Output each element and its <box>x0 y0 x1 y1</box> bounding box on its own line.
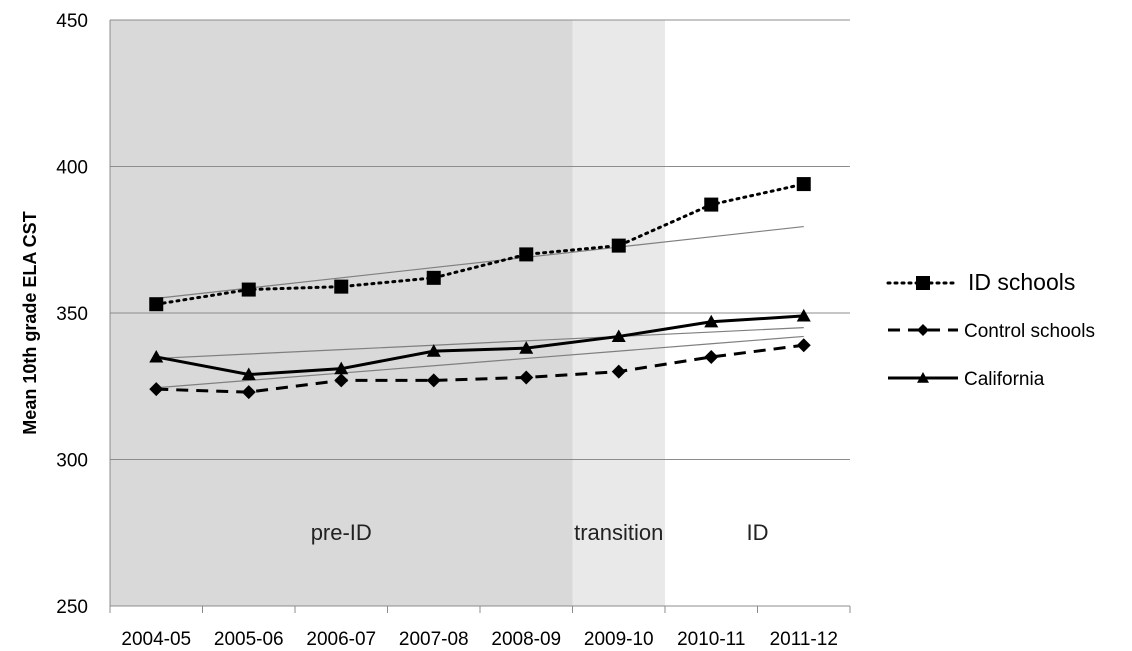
series-line <box>154 182 806 306</box>
x-tick-label: 2006-07 <box>306 629 376 650</box>
data-point <box>519 341 534 354</box>
series-line <box>156 343 804 394</box>
data-point <box>334 373 349 388</box>
legend-marker <box>916 276 930 290</box>
data-point <box>241 282 256 297</box>
region-label: ID <box>747 520 769 545</box>
legend-label: California <box>964 369 1045 390</box>
data-point <box>149 297 164 312</box>
data-point <box>426 270 441 285</box>
y-axis-title: Mean 10th grade ELA CST <box>20 211 40 434</box>
legend-item: California <box>888 369 1045 390</box>
data-point <box>334 279 349 294</box>
legend-marker <box>917 372 929 383</box>
data-point <box>334 361 349 375</box>
series-california <box>149 308 811 381</box>
legend-label: Control schools <box>964 321 1095 342</box>
x-tick-label: 2010-11 <box>677 629 745 650</box>
data-point <box>519 370 534 385</box>
x-tick-label: 2009-10 <box>584 629 654 650</box>
legend-item: ID schools <box>886 269 1075 295</box>
y-tick-label: 400 <box>56 158 88 179</box>
series-id-schools <box>149 177 811 312</box>
data-point <box>796 308 811 322</box>
trendline <box>156 225 804 299</box>
trendline <box>156 335 804 389</box>
region-label: transition <box>574 520 663 545</box>
data-point <box>704 314 719 328</box>
y-tick-label: 250 <box>56 597 88 618</box>
data-point <box>426 344 441 357</box>
x-tick-label: 2008-09 <box>491 629 561 650</box>
y-tick-label: 350 <box>56 304 88 325</box>
data-point <box>426 373 441 388</box>
region-label: pre-ID <box>311 520 372 545</box>
data-point <box>241 367 256 381</box>
data-point <box>241 385 256 400</box>
data-point <box>796 338 811 353</box>
data-point <box>149 382 164 397</box>
y-tick-label: 300 <box>56 451 88 472</box>
data-point <box>611 364 626 379</box>
x-tick-label: 2011-12 <box>770 629 838 650</box>
data-point <box>704 349 719 364</box>
legend-label: ID schools <box>968 269 1075 295</box>
data-point <box>519 247 534 262</box>
legend-marker <box>917 324 929 336</box>
trendline <box>156 327 804 360</box>
series-control-schools <box>149 338 811 400</box>
data-point <box>611 238 626 253</box>
data-point <box>611 329 626 343</box>
y-tick-label: 450 <box>56 11 88 32</box>
legend-item: Control schools <box>888 321 1095 342</box>
x-tick-label: 2005-06 <box>214 629 284 650</box>
x-tick-label: 2004-05 <box>121 629 191 650</box>
data-point <box>704 197 719 212</box>
series-line <box>155 314 804 377</box>
data-point <box>149 349 164 363</box>
data-point <box>796 177 811 192</box>
x-tick-label: 2007-08 <box>399 629 469 650</box>
